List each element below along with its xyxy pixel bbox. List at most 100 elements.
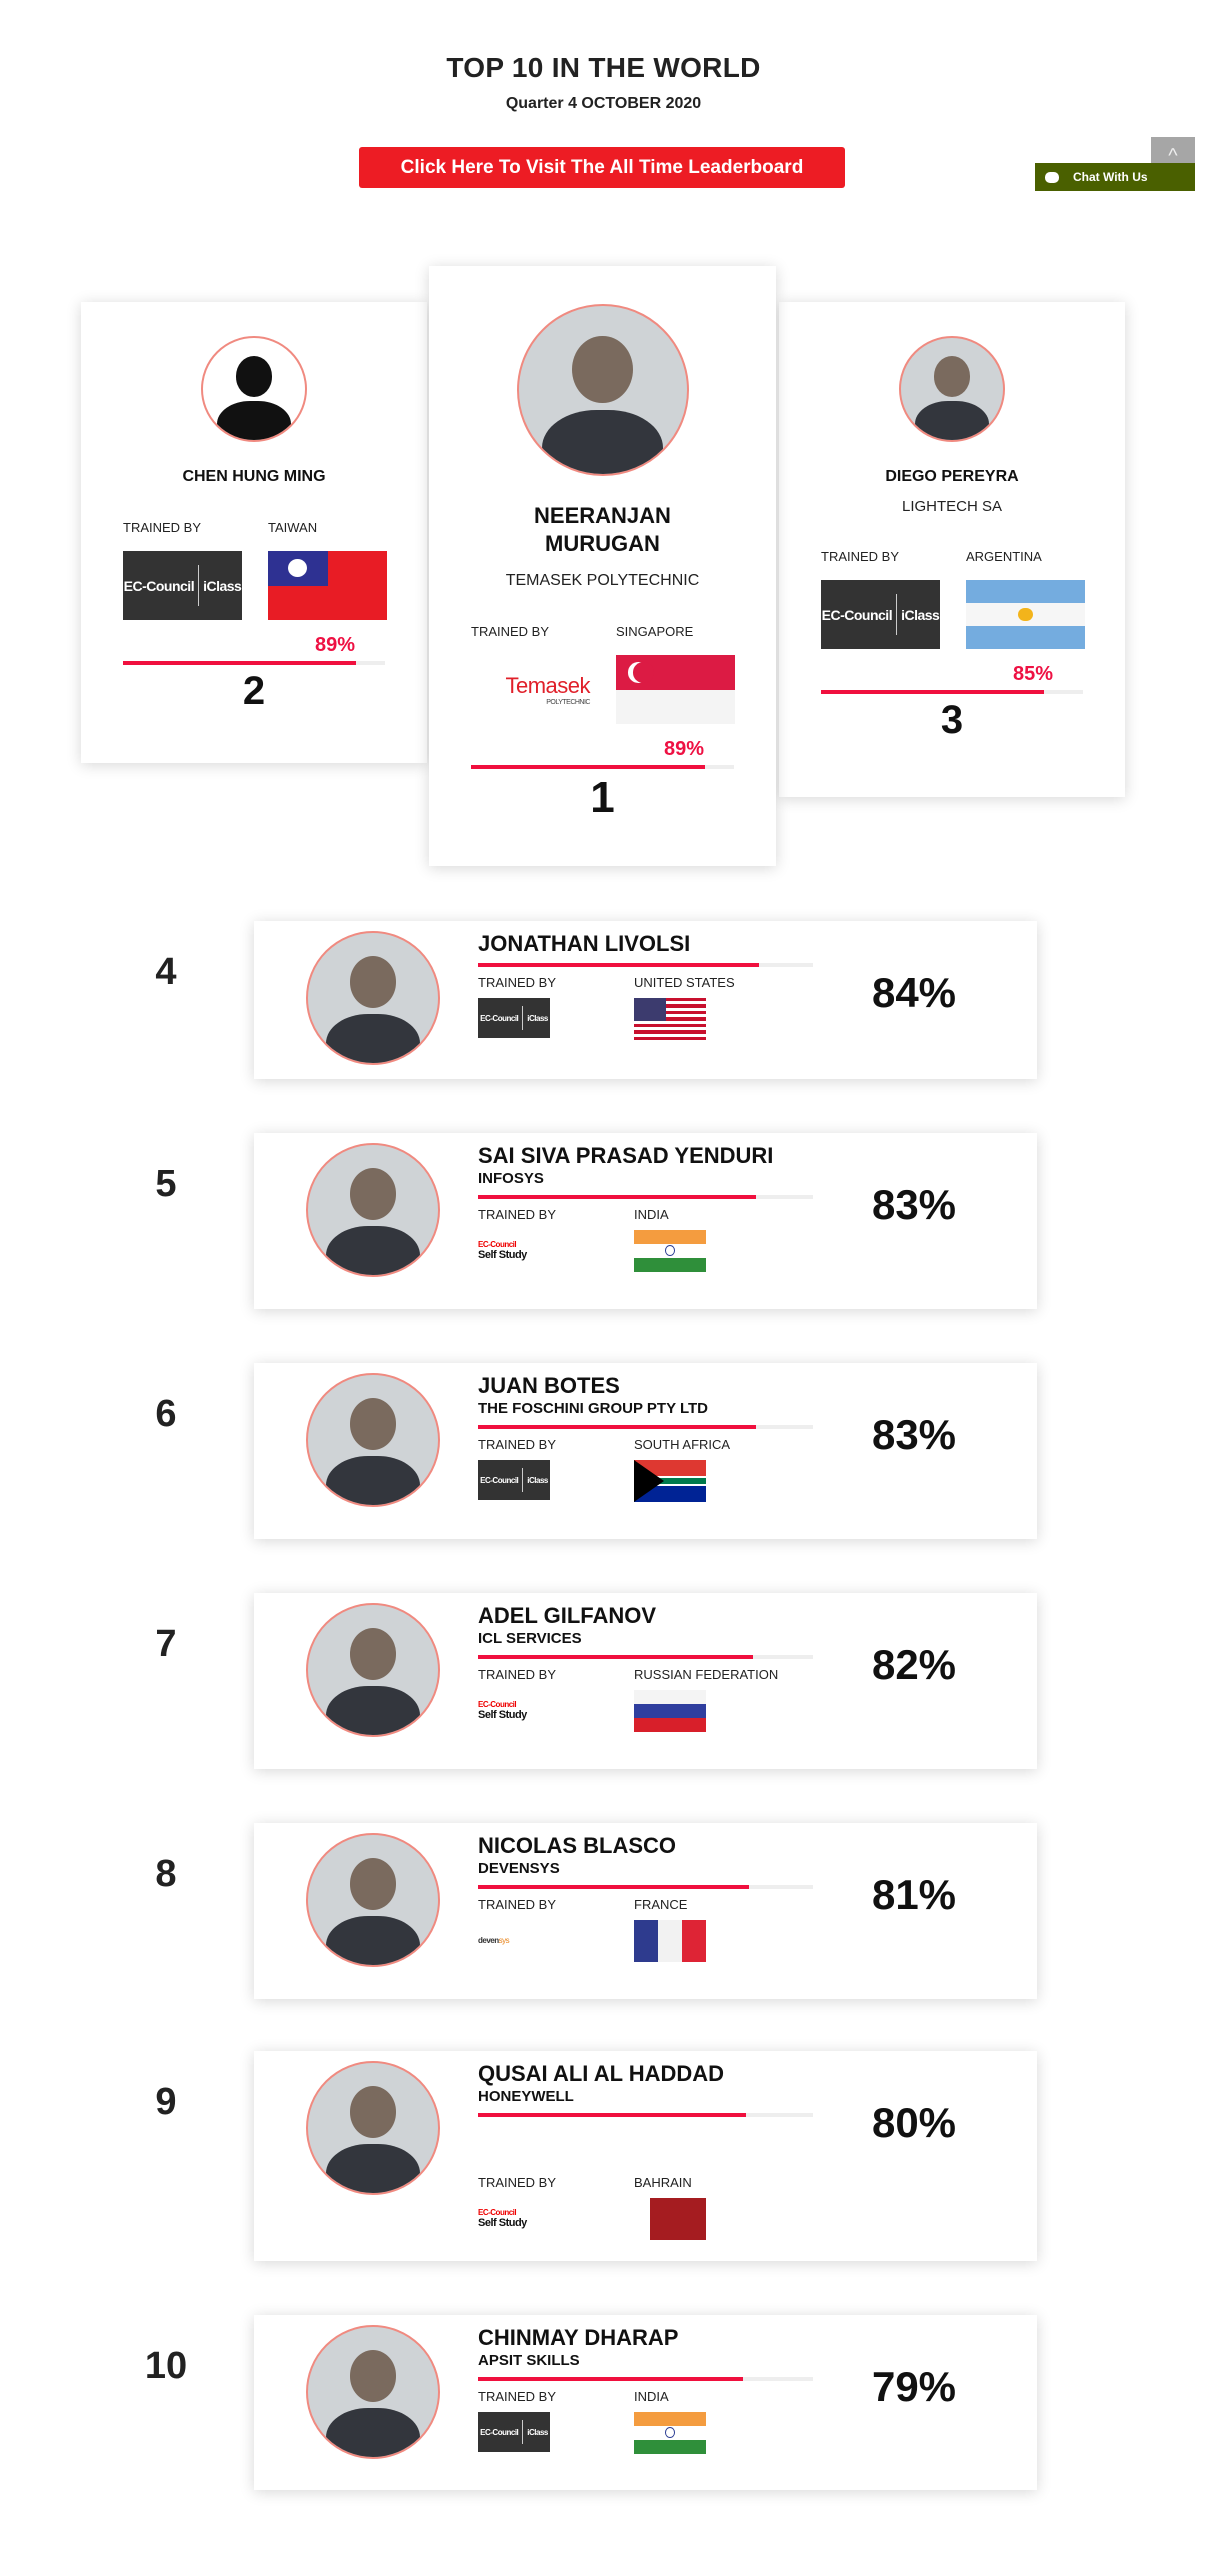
podium-card-rank-2[interactable]: CHEN HUNG MING TRAINED BY EC-Council iClass…	[81, 302, 427, 763]
podium-meta: TRAINED BY Temasek POLYTECHNIC SINGAPORE	[471, 624, 735, 724]
logo-text: EC-Council	[480, 1475, 519, 1485]
logo-text: EC-Council	[478, 2207, 517, 2217]
leaderboard-row[interactable]: SAI SIVA PRASAD YENDURI INFOSYS TRAINED BY…	[254, 1133, 1037, 1309]
flag-sg-icon	[616, 655, 735, 724]
rank-number: 9	[155, 2081, 177, 2123]
leaderboard-row[interactable]: JUAN BOTES THE FOSCHINI GROUP PTY LTD TRAI…	[254, 1363, 1037, 1539]
rank-number: 5	[155, 1163, 177, 1205]
score-bar-fill	[478, 2377, 743, 2381]
score-percent: 79%	[871, 2363, 957, 2410]
row-name: SAI SIVA PRASAD YENDURI	[478, 1143, 774, 1168]
row-meta: TRAINED BY EC-Council Self Study INDIA	[478, 1207, 813, 1272]
logo-text: iClass	[527, 1013, 548, 1023]
country-label: INDIA	[634, 2389, 669, 2404]
logo-text: Temasek	[505, 673, 590, 698]
leaderboard-row[interactable]: JONATHAN LIVOLSI TRAINED BY EC-Council iCla…	[254, 921, 1037, 1079]
score-bar	[471, 765, 734, 769]
trained-by-column: TRAINED BY EC-Council iClass	[123, 520, 268, 620]
trained-by-column: TRAINED BY EC-Council iClass	[478, 1437, 634, 1502]
row-info: JUAN BOTES THE FOSCHINI GROUP PTY LTD TRAI…	[478, 1373, 813, 1502]
score-percent: 82%	[871, 1641, 957, 1688]
logo-text: POLYTECHNIC	[546, 699, 590, 706]
trained-by-label: TRAINED BY	[478, 975, 557, 990]
chevron-up-icon: ^	[1168, 145, 1178, 167]
trained-by-label: TRAINED BY	[471, 624, 550, 639]
avatar-head	[349, 1628, 397, 1681]
podium-name: NEERANJAN MURUGAN	[534, 503, 671, 556]
rank-number: 4	[155, 951, 177, 993]
speech-bubble-icon	[1045, 171, 1059, 183]
avatar-head	[349, 2350, 397, 2403]
rank-number: 2	[242, 669, 266, 713]
rank-number: 8	[155, 1853, 177, 1895]
score-bar	[123, 661, 385, 665]
row-name: JONATHAN LIVOLSI	[478, 931, 691, 956]
country-label: INDIA	[634, 1207, 669, 1222]
logo-text: Self Study	[478, 1708, 527, 1721]
country-column: SOUTH AFRICA	[634, 1437, 730, 1502]
score-bar-fill	[471, 765, 706, 769]
leaderboard-row[interactable]: ADEL GILFANOV ICL SERVICES TRAINED BY EC-Co…	[254, 1593, 1037, 1769]
all-time-leaderboard-button[interactable]: Click Here To Visit The All Time Leaderb…	[359, 147, 845, 188]
row-info: CHINMAY DHARAP APSIT SKILLS TRAINED BY EC-C…	[478, 2325, 813, 2454]
ec-council-self-study-logo: EC-Council Self Study	[478, 2198, 550, 2238]
score-percent: 83%	[871, 1411, 957, 1458]
chat-widget-button[interactable]: Chat With Us	[1035, 163, 1195, 191]
trained-by-column: TRAINED BY Temasek POLYTECHNIC	[471, 624, 616, 724]
logo-text: iClass	[527, 1475, 548, 1485]
trained-by-column: TRAINED BY EC-Council Self Study	[478, 1207, 634, 1272]
score-bar	[478, 1655, 813, 1659]
leaderboard-row[interactable]: NICOLAS BLASCO DEVENSYS TRAINED BY deven sys…	[254, 1823, 1037, 1999]
flag-tw-icon	[268, 551, 387, 620]
avatar	[306, 1833, 440, 1967]
logo-text: EC-Council	[123, 577, 195, 594]
score-bar-fill	[478, 1885, 750, 1889]
logo-separator	[522, 1006, 524, 1030]
podium-card-rank-3[interactable]: DIEGO PEREYRA LIGHTECH SA TRAINED BY EC-Cou…	[779, 302, 1125, 797]
page-subtitle: Quarter 4 OCTOBER 2020	[505, 95, 702, 112]
avatar-body	[326, 1455, 420, 1505]
logo-text: EC-Council	[478, 1239, 517, 1249]
logo-text: EC-Council	[480, 2427, 519, 2437]
ec-council-self-study-logo: EC-Council Self Study	[478, 1230, 550, 1270]
score-percent: 81%	[871, 1871, 957, 1918]
page-title: TOP 10 IN THE WORLD	[446, 52, 761, 83]
row-org: ICL SERVICES	[478, 1630, 582, 1647]
avatar	[306, 2061, 440, 2195]
ec-council-self-study-logo: EC-Council Self Study	[478, 1690, 550, 1730]
leaderboard-row[interactable]: QUSAI ALI AL HADDAD HONEYWELL TRAINED BY EC…	[254, 2051, 1037, 2261]
trained-by-label: TRAINED BY	[478, 2175, 557, 2190]
avatar-head	[349, 956, 397, 1009]
country-column: TAIWAN	[268, 520, 387, 620]
flag-za-icon	[634, 1460, 706, 1502]
trained-by-column: TRAINED BY EC-Council iClass	[821, 549, 966, 649]
avatar-head	[235, 356, 273, 398]
podium-card-rank-1[interactable]: NEERANJAN MURUGAN TEMASEK POLYTECHNIC TRAI…	[429, 266, 776, 866]
podium-meta: TRAINED BY EC-Council iClass TAIWAN	[123, 520, 387, 620]
row-info: JONATHAN LIVOLSI TRAINED BY EC-Council iCla…	[478, 931, 813, 1040]
avatar-head	[349, 1858, 397, 1911]
trained-by-label: TRAINED BY	[123, 520, 202, 535]
country-column: RUSSIAN FEDERATION	[634, 1667, 778, 1732]
ec-council-iclass-logo: EC-Council iClass	[821, 580, 940, 649]
flag-bh-icon	[634, 2198, 706, 2240]
country-label: RUSSIAN FEDERATION	[634, 1667, 779, 1682]
avatar-body	[326, 2407, 420, 2457]
trained-by-column: TRAINED BY EC-Council Self Study	[478, 2175, 634, 2240]
country-label: ARGENTINA	[966, 549, 1042, 564]
podium-org: TEMASEK POLYTECHNIC	[505, 572, 700, 589]
logo-text: Self Study	[478, 2216, 527, 2229]
row-meta: TRAINED BY EC-Council iClass UNITED STATES	[478, 975, 813, 1040]
score-bar-fill	[123, 661, 357, 665]
leaderboard-row[interactable]: CHINMAY DHARAP APSIT SKILLS TRAINED BY EC-C…	[254, 2315, 1037, 2490]
country-label: SOUTH AFRICA	[634, 1437, 731, 1452]
score-percent: 80%	[871, 2099, 957, 2146]
logo-separator	[522, 1468, 524, 1492]
trained-by-column: TRAINED BY EC-Council Self Study	[478, 1667, 634, 1732]
row-org: APSIT SKILLS	[478, 2352, 580, 2369]
score-percent: 89%	[314, 634, 355, 656]
row-meta: TRAINED BY EC-Council Self Study RUSSIAN FE…	[478, 1667, 813, 1732]
country-label: SINGAPORE	[616, 624, 694, 639]
trained-by-label: TRAINED BY	[478, 1897, 557, 1912]
logo-text: iClass	[901, 606, 940, 623]
